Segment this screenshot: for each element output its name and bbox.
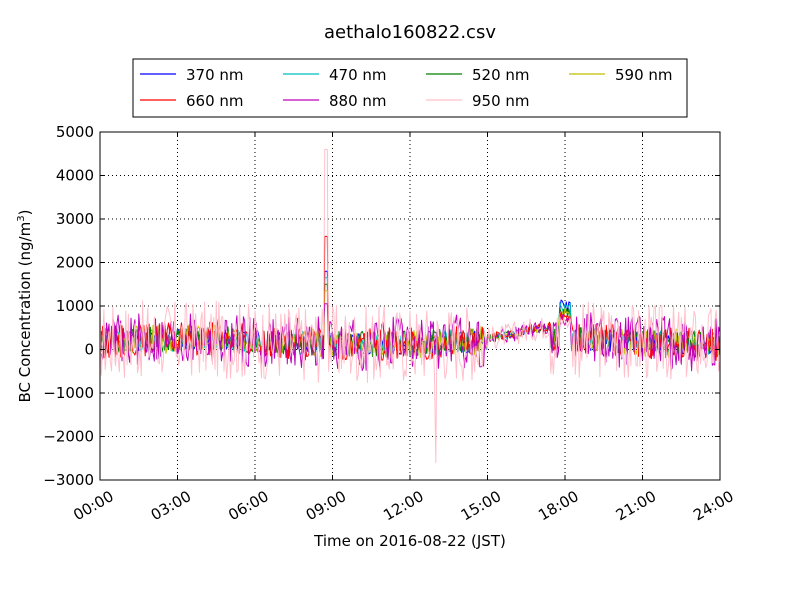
x-tick-label: 09:00 (303, 487, 349, 524)
y-tick-label: 1000 (56, 297, 94, 315)
y-axis-label-end: ) (16, 210, 34, 216)
legend-label: 880 nm (329, 92, 387, 110)
legend-label: 950 nm (472, 92, 530, 110)
axis-ticks (99, 131, 721, 481)
y-tick-label: 3000 (56, 210, 94, 228)
x-axis-label: Time on 2016-08-22 (JST) (313, 532, 506, 550)
x-tick-label: 03:00 (148, 487, 194, 524)
legend-label: 370 nm (186, 66, 244, 84)
y-tick-label: −3000 (43, 471, 94, 489)
x-tick-label: 12:00 (380, 487, 426, 524)
legend-label: 660 nm (186, 92, 244, 110)
x-tick-label: 06:00 (225, 487, 271, 524)
x-tick-label: 21:00 (613, 487, 659, 524)
y-tick-label: 4000 (56, 167, 94, 185)
y-tick-label: −1000 (43, 384, 94, 402)
legend: 370 nm 470 nm 520 nm 590 nm 660 nm 880 nm 950 … (132, 58, 688, 118)
y-tick-label: 2000 (56, 254, 94, 272)
legend-label: 590 nm (615, 66, 673, 84)
legend-frame (132, 58, 688, 118)
x-tick-label: 18:00 (535, 487, 581, 524)
chart-title: aethalo160822.csv (324, 22, 496, 43)
x-tick-label: 15:00 (458, 487, 504, 524)
legend-label: 520 nm (472, 66, 530, 84)
y-axis-label: BC Concentration (ng/m3) (16, 210, 34, 403)
series-line-950-nm (100, 148, 720, 464)
y-tick-label: 0 (84, 341, 94, 359)
y-tick-label: −2000 (43, 428, 94, 446)
legend-label: 470 nm (329, 66, 387, 84)
x-tick-label: 24:00 (690, 487, 736, 524)
y-axis-label-superscript: 3 (16, 215, 27, 221)
series-layer (100, 148, 720, 464)
y-tick-label: 5000 (56, 123, 94, 141)
series-line-880-nm (100, 303, 720, 372)
y-axis-label-main: BC Concentration (ng/m (16, 222, 34, 403)
x-tick-label: 00:00 (70, 487, 116, 524)
